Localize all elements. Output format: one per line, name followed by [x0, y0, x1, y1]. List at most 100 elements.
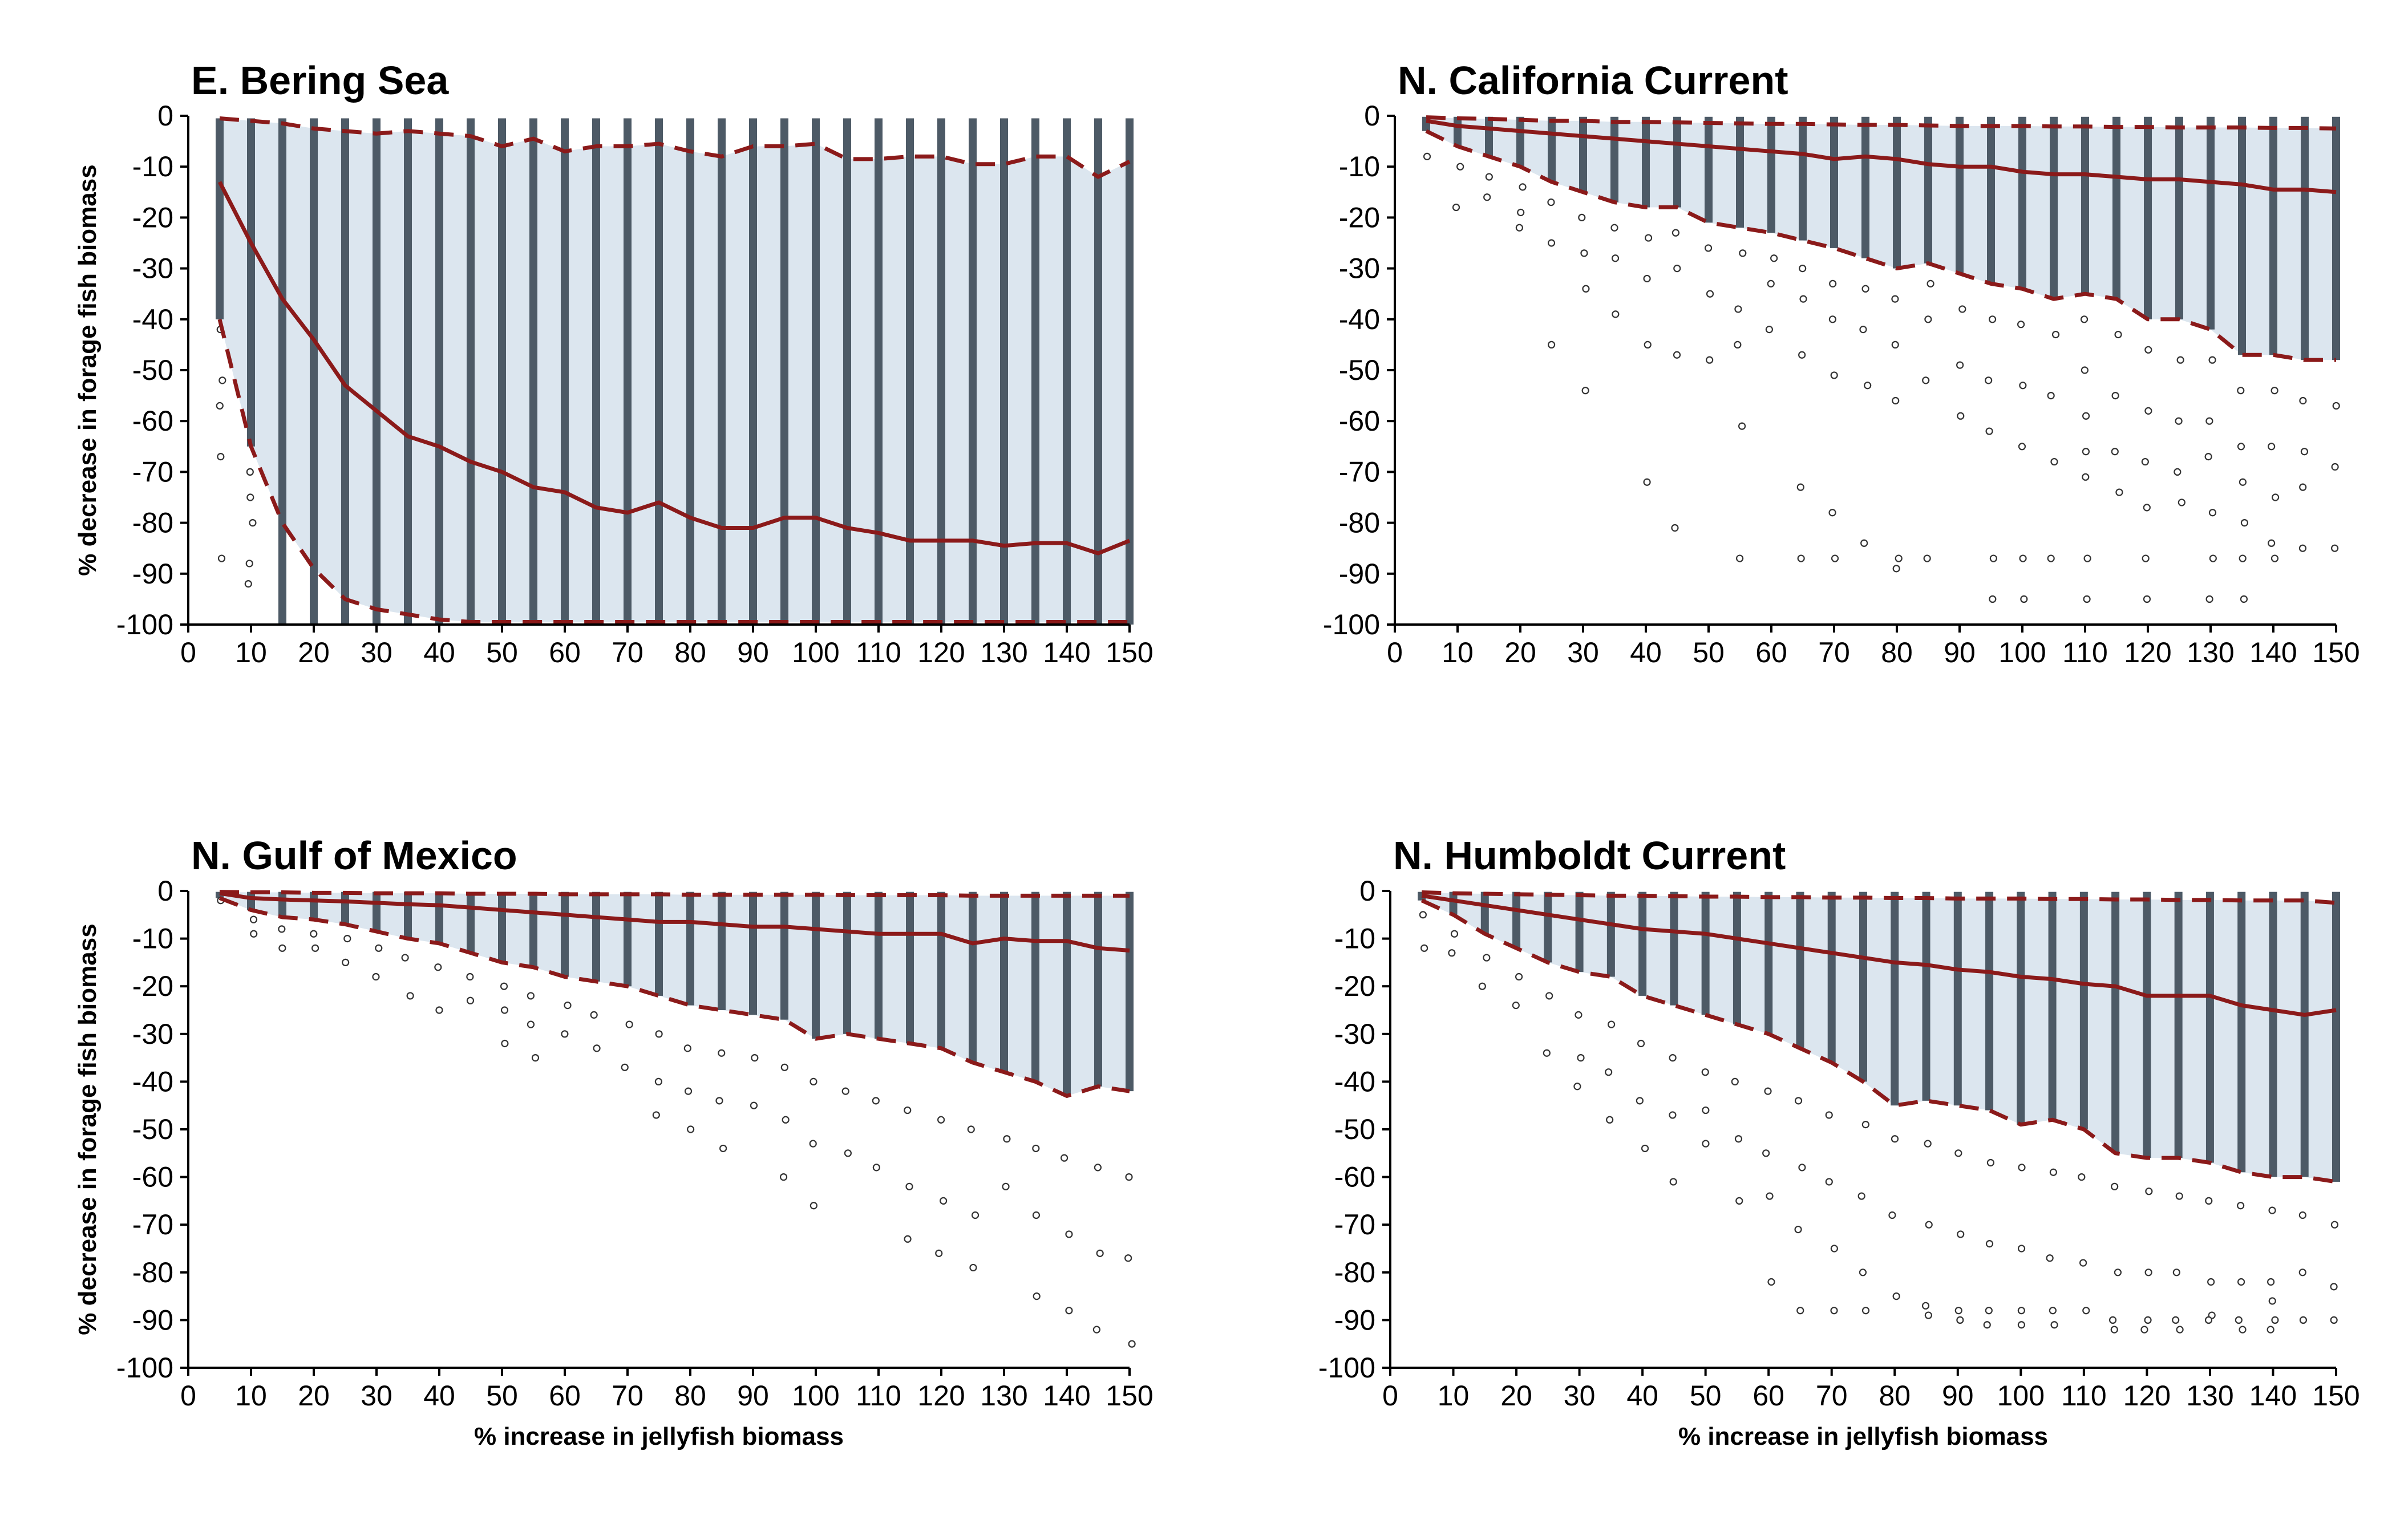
outlier-point	[1766, 1192, 1774, 1200]
sample-column	[592, 118, 600, 625]
panel-title: N. Humboldt Current	[1393, 833, 1786, 878]
outlier-point	[1673, 265, 1681, 273]
shaded-range-band	[220, 891, 1130, 1096]
outlier-point	[1577, 1053, 1585, 1062]
y-tick-label: -10	[1339, 151, 1380, 183]
outlier-point	[2331, 544, 2339, 552]
outlier-point	[1798, 351, 1806, 359]
outlier-point	[1794, 1225, 1802, 1234]
outlier-point	[1765, 326, 1773, 334]
outlier-point	[2235, 1316, 2243, 1324]
outlier-point	[2299, 396, 2307, 405]
outlier-point	[2082, 412, 2090, 420]
y-tick-label: -10	[132, 923, 173, 955]
x-tick-label: 150	[1106, 1380, 1153, 1412]
sample-column	[2269, 891, 2277, 1177]
y-tick-label: -50	[132, 354, 173, 386]
outlier-point	[2140, 1326, 2148, 1334]
outlier-point	[1861, 285, 1869, 293]
y-tick-label: 0	[1359, 875, 1375, 907]
outlier-point	[1641, 1144, 1649, 1153]
outlier-point	[2111, 391, 2119, 400]
x-tick-label: 20	[298, 637, 330, 668]
outlier-point	[2082, 473, 2090, 481]
y-axis-title: % decrease in forage fish biomass	[74, 164, 102, 576]
sample-column	[749, 118, 757, 625]
outlier-point	[2237, 1202, 2245, 1210]
sample-column	[1449, 891, 1458, 915]
outlier-point	[683, 1044, 691, 1052]
outlier-point	[1739, 249, 1747, 257]
sample-column	[1606, 891, 1615, 977]
x-tick-label: 100	[1998, 637, 2046, 668]
outlier-point	[2271, 1316, 2279, 1324]
sample-column	[310, 118, 318, 625]
sample-column	[937, 891, 945, 1048]
outlier-point	[1515, 972, 1523, 981]
outlier-point	[1420, 944, 1428, 952]
outlier-point	[249, 915, 258, 923]
y-axis-title: % decrease in forage fish biomass	[74, 923, 102, 1335]
outlier-point	[2178, 499, 2185, 506]
outlier-point	[2331, 463, 2339, 471]
outlier-point	[2240, 595, 2248, 603]
outlier-point	[1828, 315, 1837, 323]
x-tick-label: 70	[612, 637, 643, 668]
outlier-point	[531, 1053, 540, 1062]
sample-column	[812, 118, 820, 625]
shaded-range-band	[1426, 117, 2336, 360]
outlier-point	[2175, 417, 2183, 425]
outlier-point	[1517, 208, 1525, 217]
x-tick-label: 40	[423, 637, 455, 668]
outlier-point	[1547, 198, 1555, 206]
outlier-point	[2204, 453, 2212, 461]
x-tick-label: 120	[917, 637, 965, 668]
outlier-point	[1924, 1311, 1932, 1319]
y-tick-label: -80	[132, 1257, 173, 1288]
x-tick-label: 80	[674, 637, 706, 668]
sample-column	[906, 891, 914, 1044]
outlier-point	[1891, 1135, 1899, 1143]
outlier-point	[1798, 1164, 1806, 1172]
sample-column	[2048, 891, 2057, 1120]
sample-column	[2081, 116, 2089, 294]
outlier-point	[2110, 1326, 2118, 1334]
outlier-point	[2047, 391, 2055, 400]
outlier-point	[1891, 341, 1899, 349]
sample-column	[780, 118, 788, 625]
x-tick-label: 90	[1944, 637, 1976, 668]
outlier-point	[1888, 1211, 1896, 1219]
median-line	[219, 891, 1130, 953]
y-tick-label: -30	[1339, 253, 1380, 285]
x-tick-label: 150	[2312, 1380, 2359, 1412]
x-tick-label: 120	[2124, 637, 2171, 668]
outlier-point	[2144, 407, 2152, 415]
sample-column	[937, 118, 945, 625]
lower-bound-line	[1420, 898, 2337, 1184]
outlier-point	[750, 1101, 758, 1109]
sample-column	[1799, 116, 1807, 241]
sample-column	[1126, 118, 1134, 625]
outlier-point	[1924, 315, 1932, 323]
sample-column	[2144, 116, 2152, 319]
outlier-point	[2111, 448, 2119, 456]
outlier-point	[1794, 1097, 1803, 1105]
sample-column	[278, 118, 286, 625]
outlier-point	[2204, 1316, 2213, 1324]
outlier-point	[434, 963, 442, 971]
outlier-point	[684, 1087, 693, 1095]
outlier-point	[2207, 1278, 2215, 1286]
y-tick-label: -60	[1339, 405, 1380, 437]
outlier-point	[2205, 417, 2213, 425]
sample-column	[875, 891, 883, 1039]
outlier-point	[2240, 518, 2249, 527]
outlier-point	[2083, 595, 2091, 603]
x-tick-label: 0	[1382, 1380, 1398, 1412]
outlier-point	[2114, 1269, 2122, 1276]
outlier-point	[2049, 1307, 2057, 1315]
outlier-point	[1543, 1049, 1551, 1057]
outlier-point	[652, 1111, 660, 1119]
sample-column	[686, 118, 694, 625]
outlier-point	[1731, 1077, 1739, 1086]
